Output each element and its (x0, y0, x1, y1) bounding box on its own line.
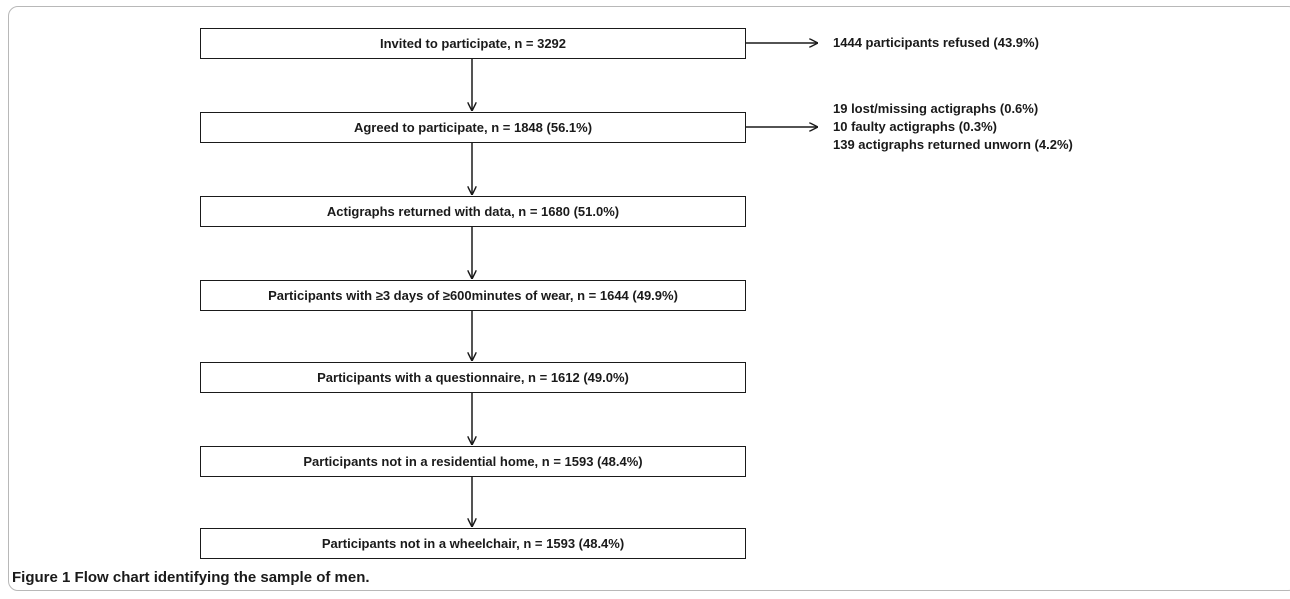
exclusion-unworn-actigraphs: 139 actigraphs returned unworn (4.2%) (833, 137, 1073, 152)
figure-caption-label: Figure 1 (12, 569, 71, 586)
flow-box-not-wheelchair: Participants not in a wheelchair, n = 15… (200, 528, 746, 559)
exclusion-refused: 1444 participants refused (43.9%) (833, 35, 1039, 50)
figure-frame (8, 6, 1290, 591)
figure-caption: Figure 1 Flow chart identifying the samp… (12, 569, 370, 586)
flow-box-actigraphs-returned: Actigraphs returned with data, n = 1680 … (200, 196, 746, 227)
flow-box-agreed: Agreed to participate, n = 1848 (56.1%) (200, 112, 746, 143)
flow-box-invited: Invited to participate, n = 3292 (200, 28, 746, 59)
exclusion-faulty-actigraphs: 10 faulty actigraphs (0.3%) (833, 119, 997, 134)
exclusion-lost-actigraphs: 19 lost/missing actigraphs (0.6%) (833, 101, 1039, 116)
figure-caption-text: Flow chart identifying the sample of men… (74, 569, 370, 586)
flow-box-not-residential: Participants not in a residential home, … (200, 446, 746, 477)
flow-box-questionnaire: Participants with a questionnaire, n = 1… (200, 362, 746, 393)
flow-box-wear-days: Participants with ≥3 days of ≥600minutes… (200, 280, 746, 311)
